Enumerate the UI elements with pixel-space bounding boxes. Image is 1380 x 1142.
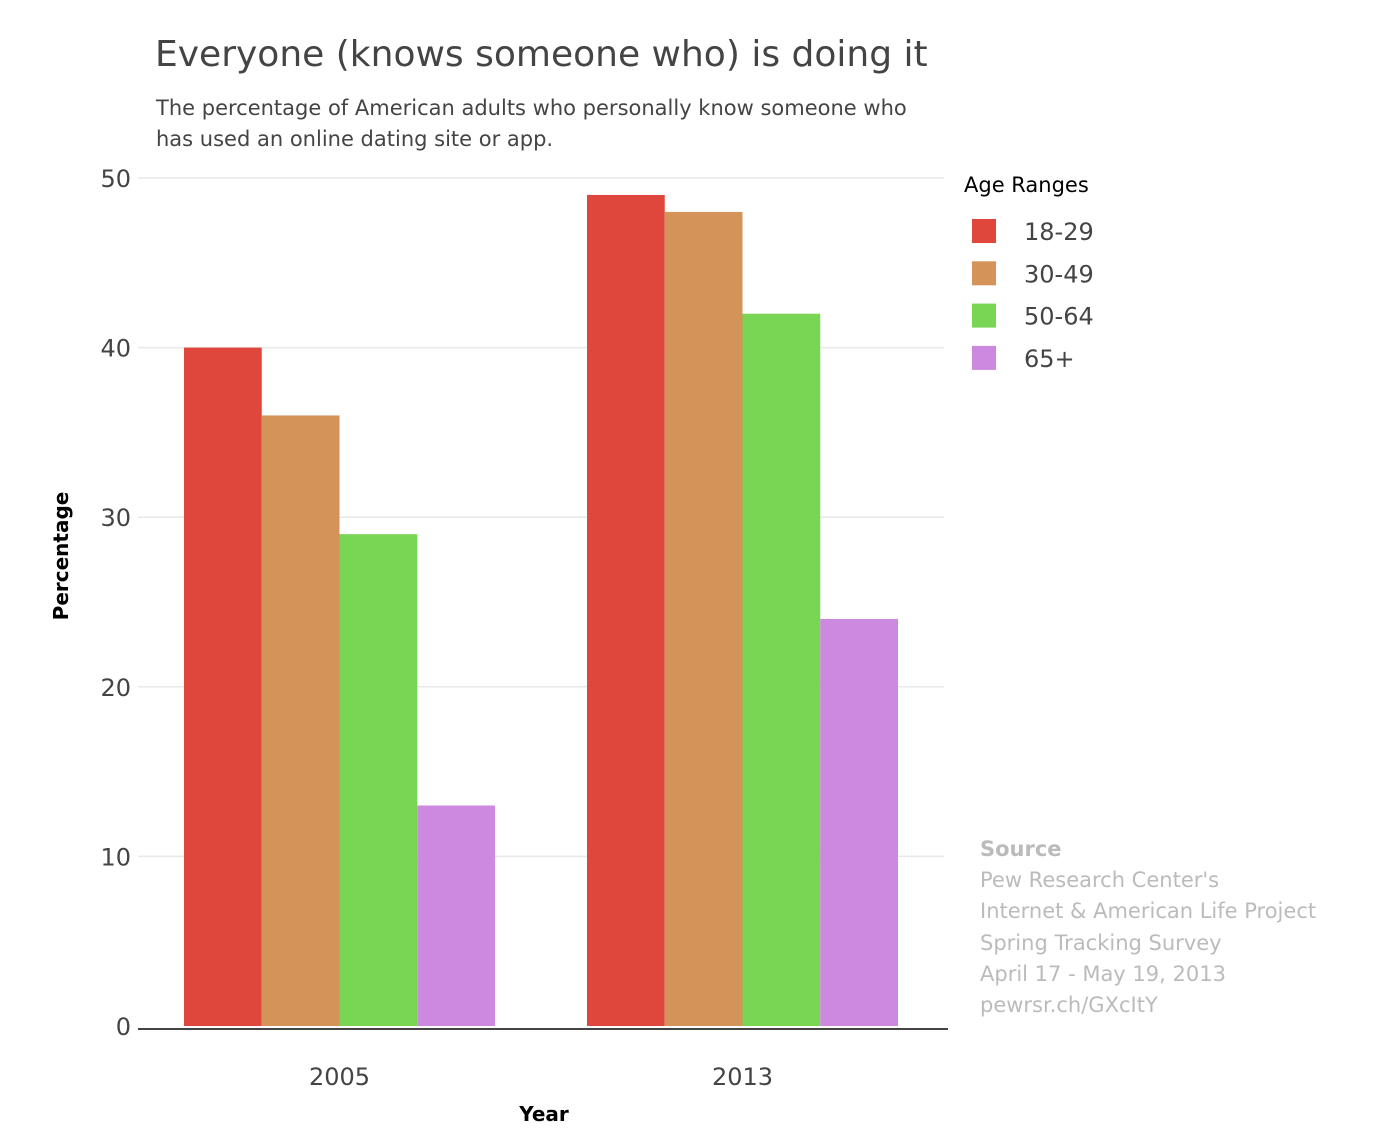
y-tick-label: 40	[100, 335, 131, 363]
bar-2005-65+	[417, 805, 495, 1026]
source-line-4: April 17 - May 19, 2013	[980, 962, 1226, 986]
x-axis-ticks: 2005 2013	[309, 1063, 773, 1091]
bar-2005-30-49	[261, 415, 340, 1026]
y-tick-label: 0	[116, 1013, 131, 1041]
legend: Age Ranges 18-29 30-49 50-64 65+	[964, 173, 1094, 373]
legend-swatch	[972, 303, 996, 328]
bar-2013-50-64	[742, 313, 821, 1026]
x-tick-label: 2005	[309, 1063, 370, 1091]
bar-2013-65+	[820, 618, 898, 1026]
chart-subtitle-line-2: has used an online dating site or app.	[156, 127, 553, 151]
source-heading: Source	[980, 837, 1062, 861]
y-axis-ticks: 0 10 20 30 40 50	[100, 165, 131, 1041]
source-line-5: pewrsr.ch/GXcItY	[980, 993, 1158, 1017]
legend-swatch	[972, 219, 996, 243]
legend-label: 30-49	[1024, 260, 1094, 288]
y-tick-label: 10	[100, 843, 131, 871]
source-line-3: Spring Tracking Survey	[980, 931, 1222, 955]
legend-label: 65+	[1024, 345, 1075, 373]
x-tick-label: 2013	[712, 1063, 773, 1091]
y-tick-label: 30	[100, 504, 131, 532]
chart-title: Everyone (knows someone who) is doing it	[155, 34, 928, 75]
y-tick-label: 20	[100, 674, 131, 702]
bar-2005-18-29	[184, 347, 262, 1027]
source-line-1: Pew Research Center's	[980, 868, 1219, 892]
bar-2013-30-49	[664, 211, 743, 1027]
bar-2013-18-29	[587, 194, 665, 1026]
legend-label: 18-29	[1024, 218, 1094, 246]
legend-swatch	[972, 345, 996, 370]
bar-2005-50-64	[339, 534, 418, 1026]
x-axis-title: Year	[518, 1102, 569, 1126]
legend-swatch	[972, 261, 996, 286]
bars	[184, 194, 898, 1027]
chart-subtitle-line-1: The percentage of American adults who pe…	[155, 96, 907, 120]
legend-title: Age Ranges	[964, 173, 1089, 197]
legend-label: 50-64	[1024, 303, 1094, 331]
y-axis-title: Percentage	[49, 492, 73, 621]
source-note: Source Pew Research Center's Internet & …	[980, 837, 1316, 1017]
source-line-2: Internet & American Life Project	[980, 899, 1316, 923]
y-tick-label: 50	[100, 165, 131, 193]
